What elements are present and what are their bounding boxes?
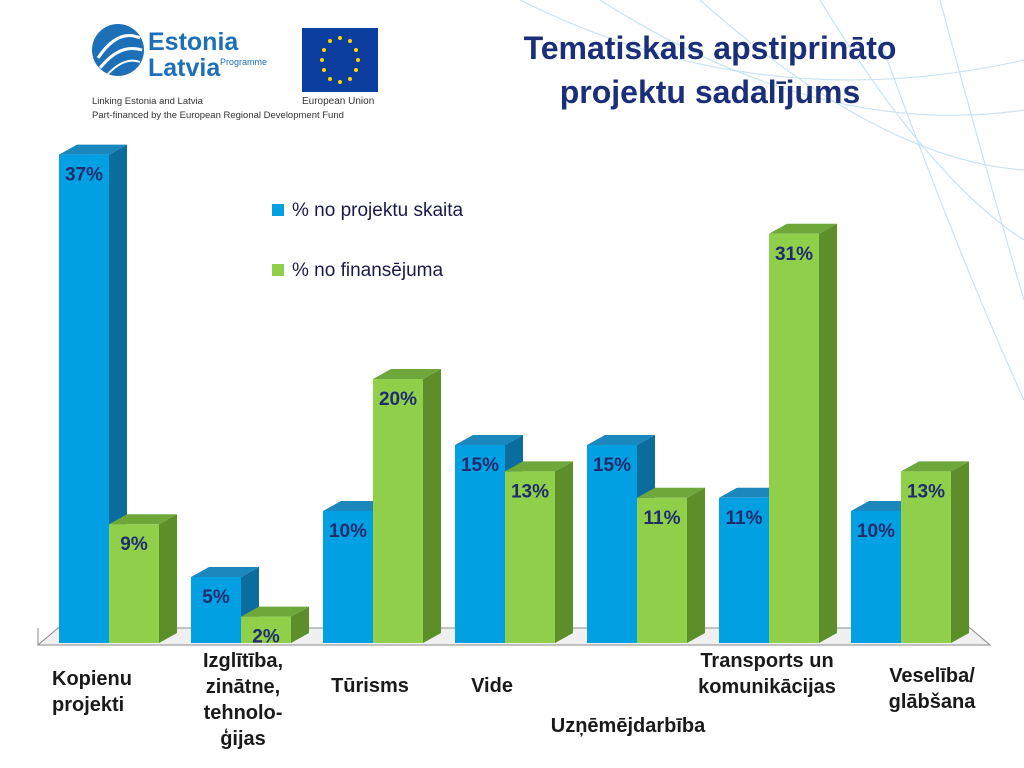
bar-side: [819, 223, 837, 644]
legend-label: % no projektu skaita: [292, 200, 464, 221]
bar-side: [555, 461, 573, 643]
programme-logo: Estonia Latvia Programme European Union …: [90, 18, 390, 126]
bar: [587, 445, 637, 643]
bar: [637, 497, 687, 643]
data-label: 13%: [907, 481, 945, 502]
bar: [109, 524, 159, 643]
bar: [241, 616, 291, 643]
data-label: 13%: [511, 481, 549, 502]
bar-top: [241, 606, 309, 617]
data-label: 15%: [461, 455, 499, 476]
logo-graphic: [92, 24, 378, 92]
bar: [769, 233, 819, 644]
logo-tagline-1: Linking Estonia and Latvia: [92, 96, 203, 107]
bar-top: [455, 435, 523, 445]
bar-side: [159, 514, 177, 643]
bar: [59, 154, 109, 643]
bar: [505, 471, 555, 643]
slide-title: Tematiskais apstiprināto projektu sadalī…: [523, 30, 897, 110]
data-label: 15%: [593, 455, 631, 476]
data-label: 9%: [120, 534, 148, 555]
category-label: Kopienu projekti: [52, 668, 132, 716]
category-label: Izglītība, zinātne, tehnolo- ģijas: [203, 650, 283, 750]
category-label: Transports un komunikācijas: [698, 650, 836, 698]
bar: [191, 577, 241, 643]
bar: [455, 445, 505, 643]
bar-top: [901, 461, 969, 472]
bar-side: [951, 461, 969, 643]
bar: [323, 511, 373, 643]
data-label: 10%: [329, 521, 367, 542]
legend-swatch: [272, 204, 284, 216]
eu-label: European Union: [302, 96, 375, 107]
data-label: 11%: [644, 508, 681, 529]
category-label: Tūrisms: [331, 675, 409, 697]
bar: [851, 511, 901, 643]
logo-estonia: Estonia: [148, 28, 239, 56]
bar-side: [687, 487, 705, 643]
bar: [901, 471, 951, 643]
bar-top: [191, 567, 259, 577]
logo-tagline-2: Part-financed by the European Regional D…: [92, 110, 344, 121]
category-label: Veselība/ glābšana: [888, 665, 976, 713]
bar: [719, 497, 769, 643]
bar-top: [505, 461, 573, 472]
bar-top: [59, 144, 127, 155]
bar-top: [587, 435, 655, 445]
bar: [373, 379, 423, 643]
logo-programme: Programme: [220, 57, 268, 67]
bar-side: [423, 369, 441, 643]
data-label: 2%: [252, 627, 280, 648]
data-label: 5%: [202, 587, 230, 608]
bar-side: [291, 606, 309, 643]
data-label: 11%: [726, 508, 763, 529]
category-label: Uzņēmējdarbība: [550, 715, 706, 737]
bar-top: [769, 223, 837, 234]
legend-label: % no finansējuma: [292, 260, 443, 281]
logo-latvia: Latvia: [148, 54, 221, 82]
bar-top: [109, 514, 177, 525]
bar-top: [373, 369, 441, 379]
data-label: 20%: [379, 389, 417, 410]
legend-swatch: [272, 264, 284, 276]
bar-top: [637, 487, 705, 498]
data-label: 31%: [775, 244, 813, 265]
category-label: Vide: [471, 675, 513, 697]
data-label: 10%: [857, 521, 895, 542]
data-label: 37%: [65, 165, 103, 186]
